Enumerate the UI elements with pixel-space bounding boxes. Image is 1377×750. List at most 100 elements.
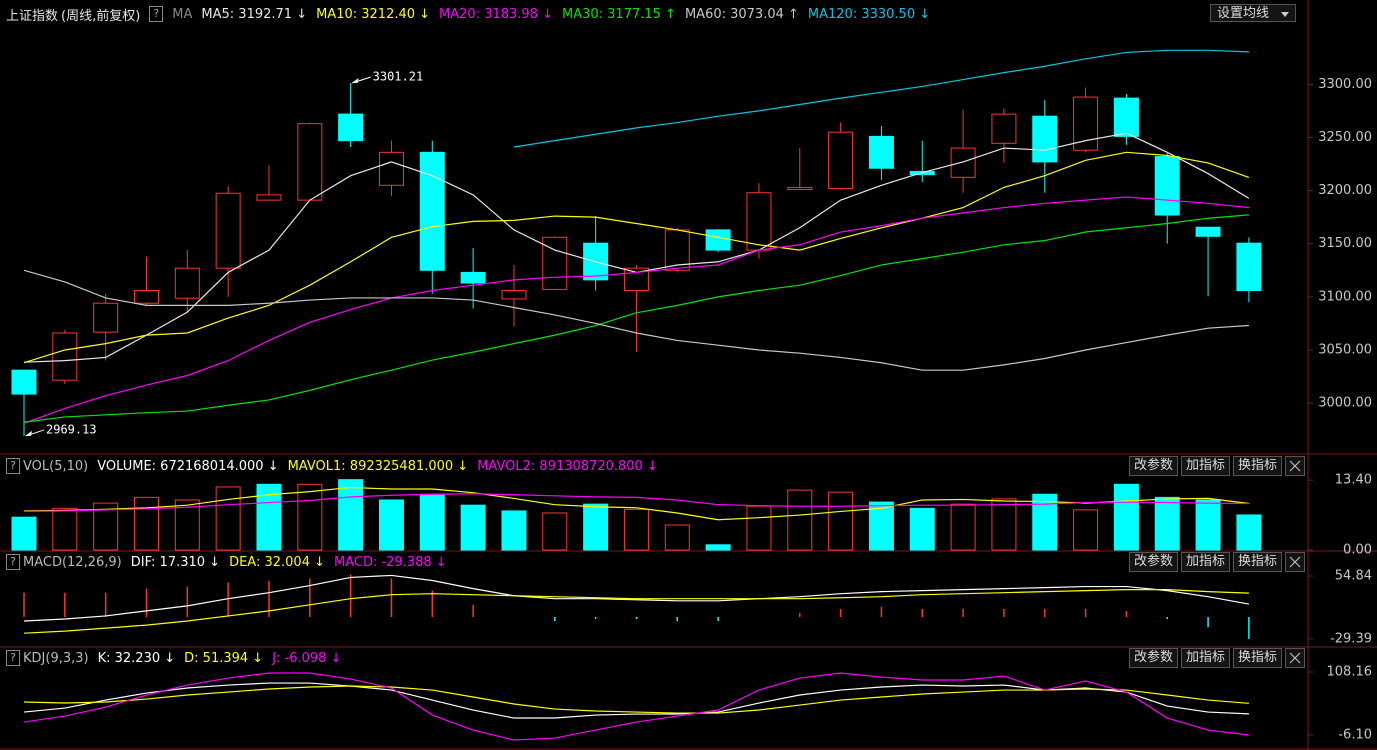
candle-body	[256, 194, 282, 201]
candle-body	[950, 147, 976, 178]
candle-body	[460, 271, 486, 284]
legend-entry: MA60: 3073.04 ↑	[684, 6, 799, 22]
candle-body	[338, 113, 364, 142]
volume-bar	[133, 496, 159, 551]
volume-bar	[542, 512, 568, 551]
volume-bar	[664, 524, 690, 551]
candle-body	[1073, 96, 1099, 151]
candle-body	[787, 186, 813, 191]
volume-bar	[787, 489, 813, 551]
candle-body	[1032, 115, 1058, 163]
button[interactable]: 加指标	[1180, 552, 1230, 572]
y-tick-label: 3200.00	[1318, 183, 1372, 198]
volume-bar	[1113, 483, 1139, 551]
candle-body	[133, 289, 159, 304]
volume-bar	[623, 508, 649, 551]
legend-entry: MAVOL2: 891308720.800 ↓	[477, 458, 658, 474]
help-button[interactable]: ?	[6, 554, 20, 570]
y-tick-label: 3150.00	[1318, 236, 1372, 251]
y-tick-label: -29.39	[1330, 631, 1372, 646]
candle-body	[215, 192, 241, 269]
button[interactable]: 换指标	[1232, 456, 1282, 476]
volume-bar	[1032, 493, 1058, 551]
legend-entry: MA10: 3212.40 ↓	[316, 6, 431, 22]
button[interactable]: 加指标	[1180, 456, 1230, 476]
legend-entry: MAVOL1: 892325481.000 ↓	[287, 458, 469, 474]
candle-body	[1113, 97, 1139, 137]
candle-body	[501, 289, 527, 300]
button[interactable]: 改参数	[1128, 648, 1178, 668]
annotation: 3301.21	[373, 70, 424, 84]
button[interactable]: 换指标	[1232, 552, 1282, 572]
chart-subtitle: (周线,前复权)	[61, 8, 141, 24]
legend-entry: J: -6.098 ↓	[272, 650, 342, 666]
candle-body	[1236, 242, 1262, 291]
help-button[interactable]: ?	[6, 458, 20, 474]
volume-bar	[1236, 514, 1262, 551]
candle-body	[623, 267, 649, 291]
y-tick-label: 108.16	[1327, 664, 1373, 679]
y-tick-label: 3100.00	[1318, 289, 1372, 304]
panel-title: KDJ(9,3,3)	[23, 650, 89, 666]
candle-body	[1195, 226, 1221, 237]
volume-bar	[746, 505, 772, 551]
annotation-arrowhead	[25, 430, 32, 436]
y-tick-label: 13.40	[1335, 473, 1372, 488]
y-tick-label: 3250.00	[1318, 130, 1372, 145]
button[interactable]: 换指标	[1232, 648, 1282, 668]
panel-title: VOL(5,10)	[23, 458, 89, 474]
volume-bar	[11, 516, 37, 551]
series-line	[23, 196, 1249, 424]
annotation: 2969.13	[46, 422, 97, 436]
set-ma-button[interactable]: 设置均线	[1210, 4, 1296, 22]
candle-body	[93, 302, 119, 333]
volume-bar	[868, 501, 894, 551]
close-button[interactable]	[1285, 456, 1305, 476]
volume-bar	[174, 499, 200, 551]
volume-bar	[705, 544, 731, 551]
help-button[interactable]: ?	[6, 650, 20, 666]
volume-bar	[460, 504, 486, 551]
volume-bar	[950, 503, 976, 551]
candle-body	[991, 113, 1017, 144]
close-button[interactable]	[1285, 552, 1305, 572]
y-tick-label: 3000.00	[1318, 396, 1372, 411]
button[interactable]: 改参数	[1128, 456, 1178, 476]
volume-bar	[52, 507, 78, 551]
header: ? VOL(5,10) VOLUME: 672168014.000 ↓ MAVOL…	[6, 457, 658, 475]
series-line	[23, 493, 1249, 513]
toolbar: 改参数 加指标 换指标	[1128, 552, 1305, 572]
series-line	[513, 49, 1249, 148]
candle-body	[419, 151, 445, 271]
header: ? KDJ(9,3,3) K: 32.230 ↓ D: 51.394 ↓ J: -6…	[6, 649, 341, 667]
volume-bar	[378, 499, 404, 551]
close-button[interactable]	[1285, 648, 1305, 668]
button[interactable]: 改参数	[1128, 552, 1178, 572]
legend-entry: MA5: 3192.71 ↓	[201, 6, 308, 22]
series-line	[23, 574, 1250, 622]
y-tick-label: -6.10	[1338, 728, 1372, 743]
series-line	[23, 685, 1249, 714]
volume-bar	[828, 491, 854, 551]
ma-label: MA	[172, 6, 193, 22]
series-line	[23, 269, 1249, 371]
button[interactable]: 加指标	[1180, 648, 1230, 668]
button-label: 设置均线	[1217, 6, 1270, 21]
candle-body	[868, 135, 894, 169]
series-line	[23, 682, 1249, 719]
legend-entry: D: 51.394 ↓	[184, 650, 264, 666]
volume-bar	[93, 502, 119, 551]
candle-body	[542, 236, 568, 290]
help-button[interactable]: ?	[149, 6, 164, 22]
y-tick-label: 3300.00	[1318, 77, 1372, 92]
chart-title: 上证指数	[6, 8, 59, 24]
volume-bar	[215, 486, 241, 551]
candle-body	[297, 123, 323, 201]
volume-bar	[991, 498, 1017, 551]
series-line	[23, 672, 1249, 741]
y-tick-label: 54.84	[1335, 569, 1372, 584]
legend-entry: MA30: 3177.15 ↑	[562, 6, 676, 22]
toolbar: 改参数 加指标 换指标	[1128, 648, 1305, 668]
